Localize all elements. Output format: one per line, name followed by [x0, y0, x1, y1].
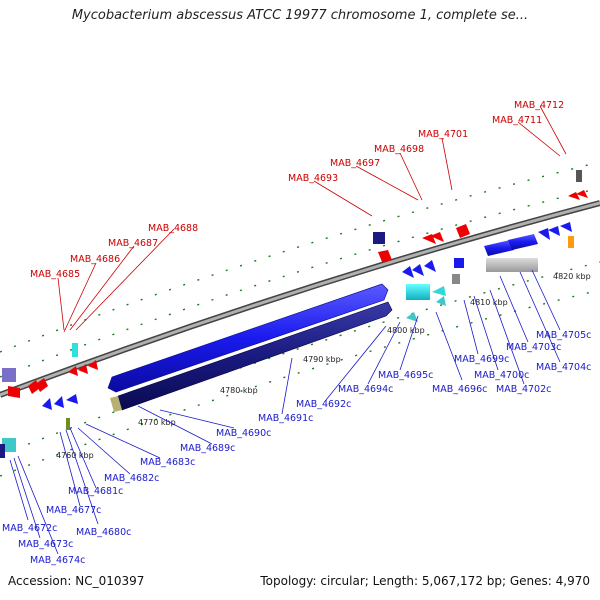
gene-label-upper[interactable]: MAB_4698 [374, 144, 424, 155]
gene-block[interactable] [2, 368, 16, 382]
gene-label-lower[interactable]: MAB_4703c [506, 342, 561, 353]
gene-label-upper[interactable]: MAB_4687 [108, 238, 158, 249]
gene-label-lower[interactable]: MAB_4704c [536, 362, 591, 373]
kbp-label: 4810 kbp [470, 298, 508, 307]
gene-label-lower[interactable]: MAB_4700c [474, 370, 529, 381]
gene-label-upper[interactable]: MAB_4688 [148, 223, 198, 234]
gene-label-lower[interactable]: MAB_4683c [140, 457, 195, 468]
gene-forward-large[interactable] [107, 283, 389, 393]
gene-label-lower[interactable]: MAB_4702c [496, 384, 551, 395]
dotted-tracks [0, 161, 600, 477]
gene-label-lower[interactable]: MAB_4696c [432, 384, 487, 395]
gene-label-upper[interactable]: MAB_4697 [330, 158, 380, 169]
accession-text: Accession: NC_010397 [8, 574, 145, 588]
kbp-label: 4800 kbp [387, 326, 425, 335]
gene-block[interactable] [373, 232, 385, 244]
middle-genes[interactable] [373, 224, 470, 322]
gene-label-lower[interactable]: MAB_4680c [76, 527, 131, 538]
gene-label-lower[interactable]: MAB_4690c [216, 428, 271, 439]
right-genes[interactable] [484, 170, 588, 272]
gene-label-lower[interactable]: MAB_4674c [30, 555, 85, 566]
gene-label-upper[interactable]: MAB_4685 [30, 269, 80, 280]
gene-label-lower[interactable]: MAB_4694c [338, 384, 393, 395]
map-title: Mycobacterium abscessus ATCC 19977 chrom… [71, 8, 529, 23]
gene-label-lower[interactable]: MAB_4673c [18, 539, 73, 550]
gene-label-lower[interactable]: MAB_4672c [2, 523, 57, 534]
kbp-label: 4770 kbp [138, 418, 176, 427]
gene-label-lower[interactable]: MAB_4699c [454, 354, 509, 365]
genome-summary: Topology: circular; Length: 5,067,172 bp… [260, 574, 590, 588]
lower-gene-leaders [9, 269, 561, 555]
gene-olive[interactable] [110, 396, 122, 412]
gene-label-lower[interactable]: MAB_4681c [68, 486, 123, 497]
gene-label-lower[interactable]: MAB_4682c [104, 473, 159, 484]
kbp-label: 4790 kbp [303, 355, 341, 364]
left-genes[interactable] [0, 343, 98, 458]
gene-label-lower[interactable]: MAB_4689c [180, 443, 235, 454]
gene-label-upper[interactable]: MAB_4712 [514, 100, 564, 111]
gene-label-lower[interactable]: MAB_4691c [258, 413, 313, 424]
gene-label-upper[interactable]: MAB_4686 [70, 254, 120, 265]
gene-label-lower[interactable]: MAB_4677c [46, 505, 101, 516]
upper-gene-labels [57, 105, 567, 333]
kbp-label: 4820 kbp [553, 272, 591, 281]
kbp-label: 4780 kbp [220, 386, 258, 395]
gene-label-upper[interactable]: MAB_4693 [288, 173, 338, 184]
gene-label-upper[interactable]: MAB_4701 [418, 129, 468, 140]
gene-label-lower[interactable]: MAB_4705c [536, 330, 591, 341]
gene-label-lower[interactable]: MAB_4692c [296, 399, 351, 410]
gene-label-lower[interactable]: MAB_4695c [378, 370, 433, 381]
gene-label-upper[interactable]: MAB_4711 [492, 115, 542, 126]
